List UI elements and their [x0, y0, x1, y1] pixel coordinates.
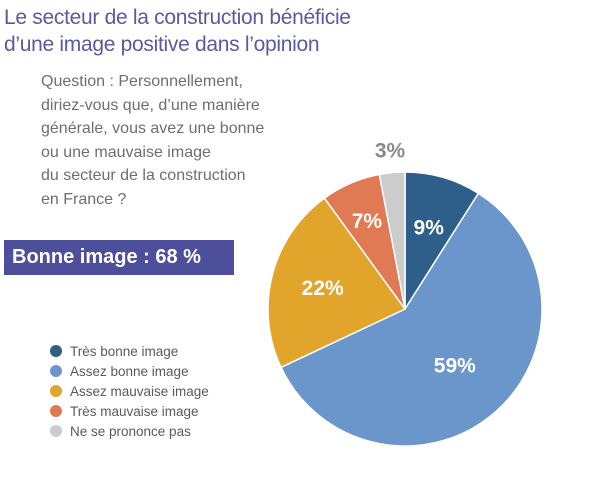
legend-swatch — [50, 425, 62, 437]
legend-swatch — [50, 385, 62, 397]
legend-label: Assez mauvaise image — [70, 383, 209, 399]
question-line-3: générale, vous avez une bonne — [41, 120, 265, 137]
legend-label: Très bonne image — [70, 343, 179, 359]
title-line-2: d’une image positive dans l’opinion — [4, 33, 320, 56]
pie-slice — [267, 197, 407, 369]
slice-value-label: 3% — [375, 140, 406, 163]
title-line-1: Le secteur de la construction bénéficie — [4, 6, 351, 29]
slice-value-label: 59% — [434, 355, 476, 378]
question-text: Question : Personnellement, diriez-vous … — [41, 70, 321, 211]
legend-item: Assez bonne image — [50, 361, 209, 381]
legend-label: Très mauvaise image — [70, 403, 199, 419]
legend-swatch — [50, 345, 62, 357]
pie-slice — [378, 171, 406, 310]
legend-item: Ne se prononce pas — [50, 421, 209, 441]
slice-value-label: 7% — [352, 210, 383, 233]
legend-label: Assez bonne image — [70, 363, 189, 379]
legend-swatch — [50, 365, 62, 377]
question-line-4: ou une mauvaise image — [41, 143, 211, 161]
legend-label: Ne se prononce pas — [70, 423, 191, 439]
question-line-5: du secteur de la construction — [41, 167, 246, 184]
chart-title: Le secteur de la construction bénéficie … — [4, 4, 424, 58]
question-line-2: diriez-vous que, d’une manière — [41, 96, 260, 114]
legend-item: Très mauvaise image — [50, 401, 209, 421]
slice-value-label: 22% — [302, 277, 344, 300]
legend: Très bonne image Assez bonne image Assez… — [50, 341, 209, 441]
question-line-6: en France ? — [41, 190, 127, 208]
legend-item: Assez mauvaise image — [50, 381, 209, 401]
question-line-1: Question : Personnellement, — [41, 73, 243, 90]
pie-slice — [280, 192, 543, 447]
summary-banner: Bonne image : 68 % — [4, 240, 234, 275]
legend-swatch — [50, 405, 62, 417]
legend-item: Très bonne image — [50, 341, 209, 361]
slice-value-label: 9% — [414, 216, 445, 239]
